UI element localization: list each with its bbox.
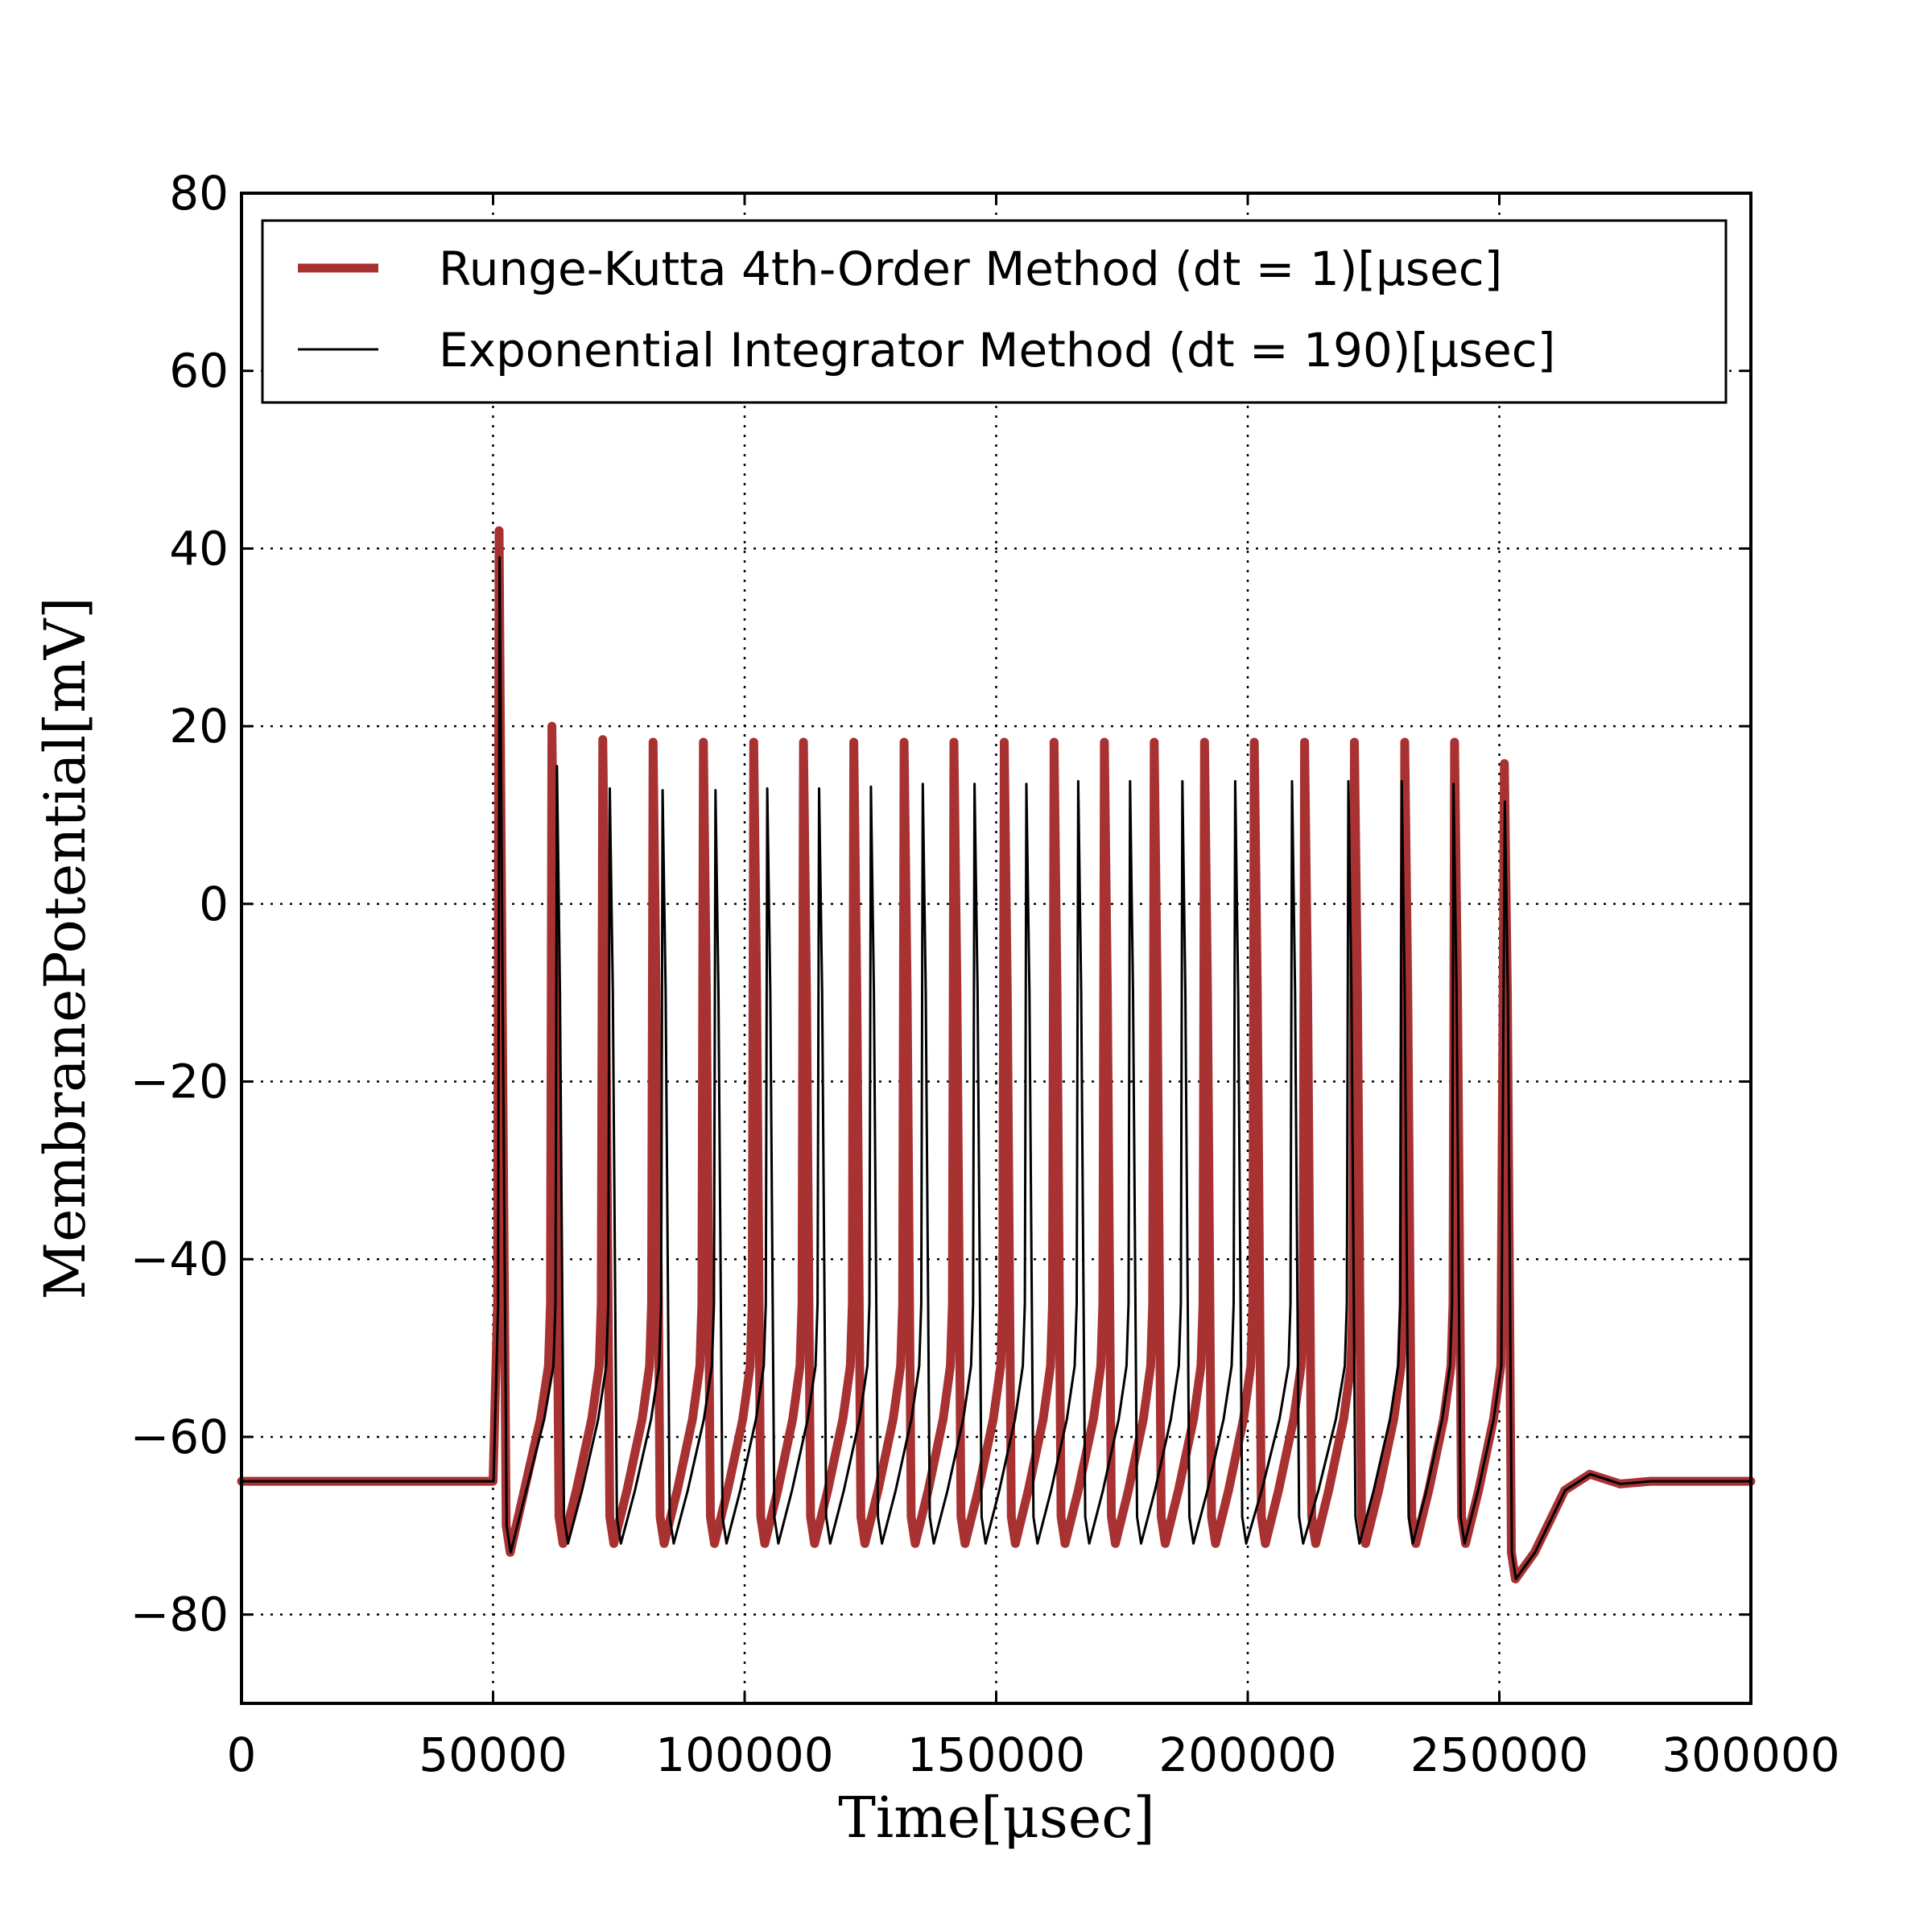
y-tick-label: 80	[169, 166, 229, 221]
x-tick-label: 250000	[1410, 1728, 1588, 1782]
x-tick-label: 100000	[655, 1728, 833, 1782]
x-axis-label: Time[μsec]	[838, 1785, 1155, 1851]
axis-ticks	[240, 192, 1752, 1703]
y-tick-label: 40	[169, 521, 229, 576]
x-tick-label: 150000	[907, 1728, 1085, 1782]
y-tick-label: 60	[169, 344, 229, 398]
y-tick-label: 0	[199, 877, 229, 931]
y-tick-label: −40	[130, 1232, 229, 1286]
x-tick-label: 300000	[1662, 1728, 1839, 1782]
y-tick-label: −20	[130, 1055, 229, 1109]
tick-labels: 0 50000 100000 150000 200000 250000 300000 −80 −…	[130, 166, 1840, 1782]
legend-box	[261, 219, 1728, 404]
y-tick-label: −60	[130, 1410, 229, 1464]
y-tick-label: −80	[130, 1587, 229, 1642]
legend-label-exponential-integrator: Exponential Integrator Method (dt = 190)…	[439, 323, 1555, 378]
y-axis-label: MembranePotential[mV]	[32, 597, 98, 1299]
x-tick-label: 50000	[419, 1728, 568, 1782]
legend-label-runge-kutta: Runge-Kutta 4th-Order Method (dt = 1)[μs…	[439, 242, 1502, 296]
x-tick-label: 0	[227, 1728, 257, 1782]
series-line-exponential-integrator	[240, 555, 1752, 1580]
legend: Runge-Kutta 4th-Order Method (dt = 1)[μs…	[261, 219, 1728, 404]
y-tick-label: 20	[169, 699, 229, 753]
series-layer	[237, 526, 1756, 1583]
x-tick-label: 200000	[1158, 1728, 1336, 1782]
